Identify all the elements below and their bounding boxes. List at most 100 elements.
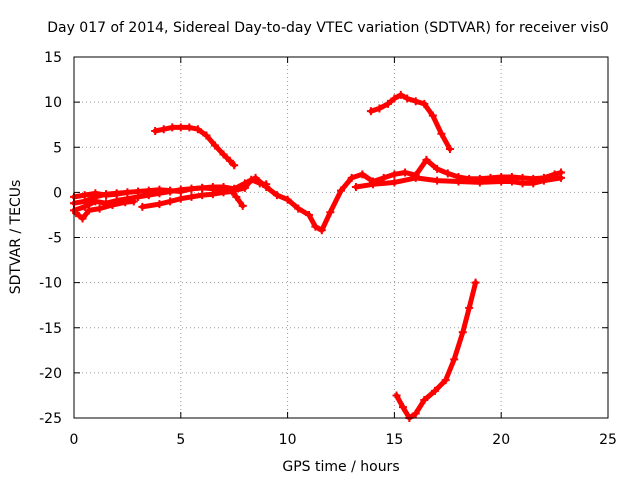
series-main-a [70,155,566,235]
data-point [72,209,81,218]
series-arc-high-left [151,123,239,170]
data-point [91,192,100,201]
data-point [437,129,446,138]
y-tick-label: -10 [39,276,62,292]
series-right-band [351,173,566,191]
data-point [366,107,375,116]
data-point [219,188,228,197]
data-point [445,145,454,154]
data-point [433,164,442,173]
data-point [358,170,367,179]
grid-lines [74,57,608,418]
data-point [428,111,437,120]
data-point [168,123,177,132]
data-point [112,189,121,198]
x-tick-label: 5 [176,432,185,448]
data-point [433,176,442,185]
data-point [304,210,313,219]
data-point [155,200,164,209]
data-point [390,178,399,187]
data-point [166,197,175,206]
data-point [411,409,420,418]
data-point [411,97,420,106]
data-point [78,214,87,223]
data-point [144,186,153,195]
data-point [557,173,566,182]
x-axis-label: GPS time / hours [282,459,399,475]
y-axis-label: SDTVAR / TECUs [8,180,24,295]
data-point [518,179,527,188]
data-point [507,177,516,186]
data-point [176,194,185,203]
data-point [198,183,207,192]
data-point [187,184,196,193]
data-point [159,125,168,134]
series-main-d [72,197,138,223]
data-point [187,192,196,201]
data-point [134,187,143,196]
data-point [232,192,241,201]
data-point [219,150,228,159]
data-point [176,187,185,196]
y-tick-label: -25 [39,411,62,427]
y-tick-label: 5 [53,140,62,156]
data-point [497,177,506,186]
data-point [390,170,399,179]
data-point [262,180,271,189]
data-point [272,191,281,200]
data-point [422,155,431,164]
data-point [475,178,484,187]
data-point [458,328,467,337]
data-point [247,175,256,184]
data-point [283,195,292,204]
data-point [123,188,132,197]
data-point [383,99,392,108]
data-point [443,169,452,178]
x-tick-label: 15 [385,432,403,448]
data-point [208,190,217,199]
series-line [394,280,479,421]
y-tick-label: -20 [39,366,62,382]
series-arc-low [392,278,480,422]
data-point [454,177,463,186]
data-point [225,156,234,165]
x-tick-label: 25 [599,432,617,448]
data-point [379,173,388,182]
y-tick-label: -5 [48,231,62,247]
data-point [450,355,459,364]
data-point [471,278,480,287]
data-point [529,179,538,188]
data-point [317,226,326,235]
y-tick-label: -15 [39,321,62,337]
data-point [202,131,211,140]
data-point [465,303,474,312]
data-point [198,191,207,200]
data-point [411,173,420,182]
data-point [230,161,239,170]
data-point [420,99,429,108]
data-point [151,127,160,136]
data-point [430,386,439,395]
data-point [539,176,548,185]
data-point [121,198,130,207]
data-point [95,204,104,213]
data-point [390,94,399,103]
data-point [401,168,410,177]
data-point [337,186,345,195]
series-arc-high-right [366,90,454,154]
series-line [152,124,237,168]
data-point [403,94,412,103]
data-point [375,104,384,113]
data-point [138,202,147,211]
data-point [326,208,335,217]
axis-ticks: 0 5 10 15 20 25 -25 -20 -15 -10 -5 0 5 10 15 [39,50,617,448]
x-tick-label: 10 [279,432,297,448]
data-series [70,90,566,422]
data-point [392,391,401,400]
data-point [129,197,138,206]
data-point [80,197,89,206]
x-tick-label: 20 [492,432,510,448]
data-point [351,182,360,191]
y-tick-label: 0 [53,185,62,201]
